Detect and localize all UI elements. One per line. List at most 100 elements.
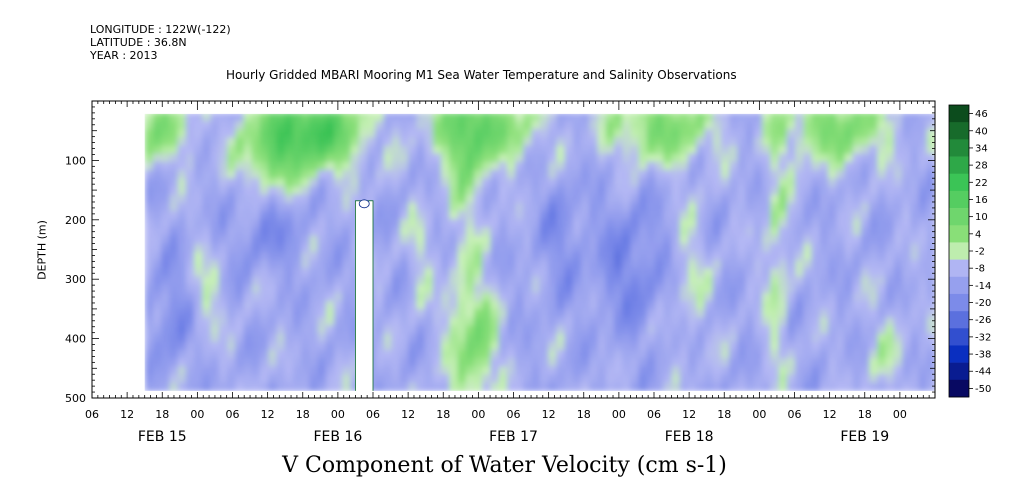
field-cell (202, 333, 212, 343)
field-cell (712, 251, 722, 261)
field-cell (457, 358, 467, 368)
field-cell (251, 341, 261, 351)
field-cell (613, 341, 623, 351)
field-cell (268, 202, 278, 212)
field-cell (169, 251, 179, 261)
colorbar-label: -32 (975, 332, 991, 343)
field-cell (556, 309, 566, 319)
field-cell (161, 358, 171, 368)
field-cell (375, 161, 385, 171)
field-cell (235, 219, 245, 229)
field-cell (860, 317, 870, 327)
field-cell (144, 153, 154, 163)
field-cell (408, 194, 418, 204)
field-cell (210, 317, 220, 327)
field-cell (770, 145, 780, 155)
field-cell (227, 251, 237, 261)
field-cell (515, 276, 525, 286)
field-cell (902, 112, 912, 122)
field-cell (704, 235, 714, 245)
field-cell (399, 333, 409, 343)
field-cell (276, 129, 286, 139)
field-cell (531, 260, 541, 270)
field-cell (523, 325, 533, 335)
field-cell (836, 284, 846, 294)
field-cell (144, 227, 154, 237)
field-cell (638, 349, 648, 359)
field-cell (910, 317, 920, 327)
field-cell (704, 358, 714, 368)
field-cell (605, 145, 615, 155)
field-cell (259, 325, 269, 335)
field-cell (852, 202, 862, 212)
field-cell (605, 202, 615, 212)
field-cell (795, 194, 805, 204)
colorbar-swatch (949, 139, 969, 157)
field-cell (704, 366, 714, 376)
field-cell (572, 284, 582, 294)
field-cell (202, 366, 212, 376)
field-cell (589, 112, 599, 122)
field-cell (688, 374, 698, 384)
field-cell (696, 210, 706, 220)
field-cell (795, 219, 805, 229)
field-cell (819, 292, 829, 302)
field-cell (926, 137, 935, 147)
field-cell (465, 333, 475, 343)
field-cell (844, 161, 854, 171)
field-cell (902, 161, 912, 171)
field-cell (860, 251, 870, 261)
field-cell (572, 186, 582, 196)
field-cell (852, 276, 862, 286)
field-cell (622, 112, 632, 122)
field-cell (729, 309, 739, 319)
field-cell (473, 382, 484, 392)
field-cell (795, 170, 805, 180)
field-cell (539, 358, 549, 368)
field-cell (292, 292, 302, 302)
field-cell (506, 161, 516, 171)
field-cell (490, 137, 500, 147)
field-cell (712, 137, 722, 147)
field-cell (613, 121, 623, 131)
field-cell (852, 366, 862, 376)
field-cell (383, 161, 393, 171)
field-cell (399, 137, 409, 147)
field-cell (704, 309, 714, 319)
field-cell (778, 210, 788, 220)
field-cell (152, 112, 162, 122)
field-cell (177, 153, 187, 163)
field-cell (655, 153, 665, 163)
field-cell (819, 325, 829, 335)
field-cell (613, 219, 623, 229)
field-cell (918, 121, 928, 131)
field-cell (473, 268, 484, 278)
field-cell (844, 145, 854, 155)
field-cell (358, 194, 368, 204)
gap-column (355, 200, 374, 399)
field-cell (169, 325, 179, 335)
field-cell (432, 292, 442, 302)
field-cell (745, 251, 755, 261)
field-cell (243, 325, 253, 335)
field-cell (317, 382, 327, 392)
field-cell (276, 178, 286, 188)
field-cell (350, 325, 360, 335)
field-cell (432, 227, 442, 237)
field-cell (194, 268, 204, 278)
field-cell (679, 186, 689, 196)
field-cell (268, 300, 278, 310)
field-cell (564, 292, 574, 302)
field-cell (803, 153, 813, 163)
field-cell (144, 325, 154, 335)
field-cell (613, 284, 623, 294)
field-cell (844, 186, 854, 196)
field-cell (202, 284, 212, 294)
field-cell (753, 317, 763, 327)
field-cell (581, 161, 591, 171)
field-cell (317, 260, 327, 270)
field-cell (424, 219, 434, 229)
field-cell (671, 341, 681, 351)
field-cell (523, 145, 533, 155)
field-cell (539, 333, 549, 343)
